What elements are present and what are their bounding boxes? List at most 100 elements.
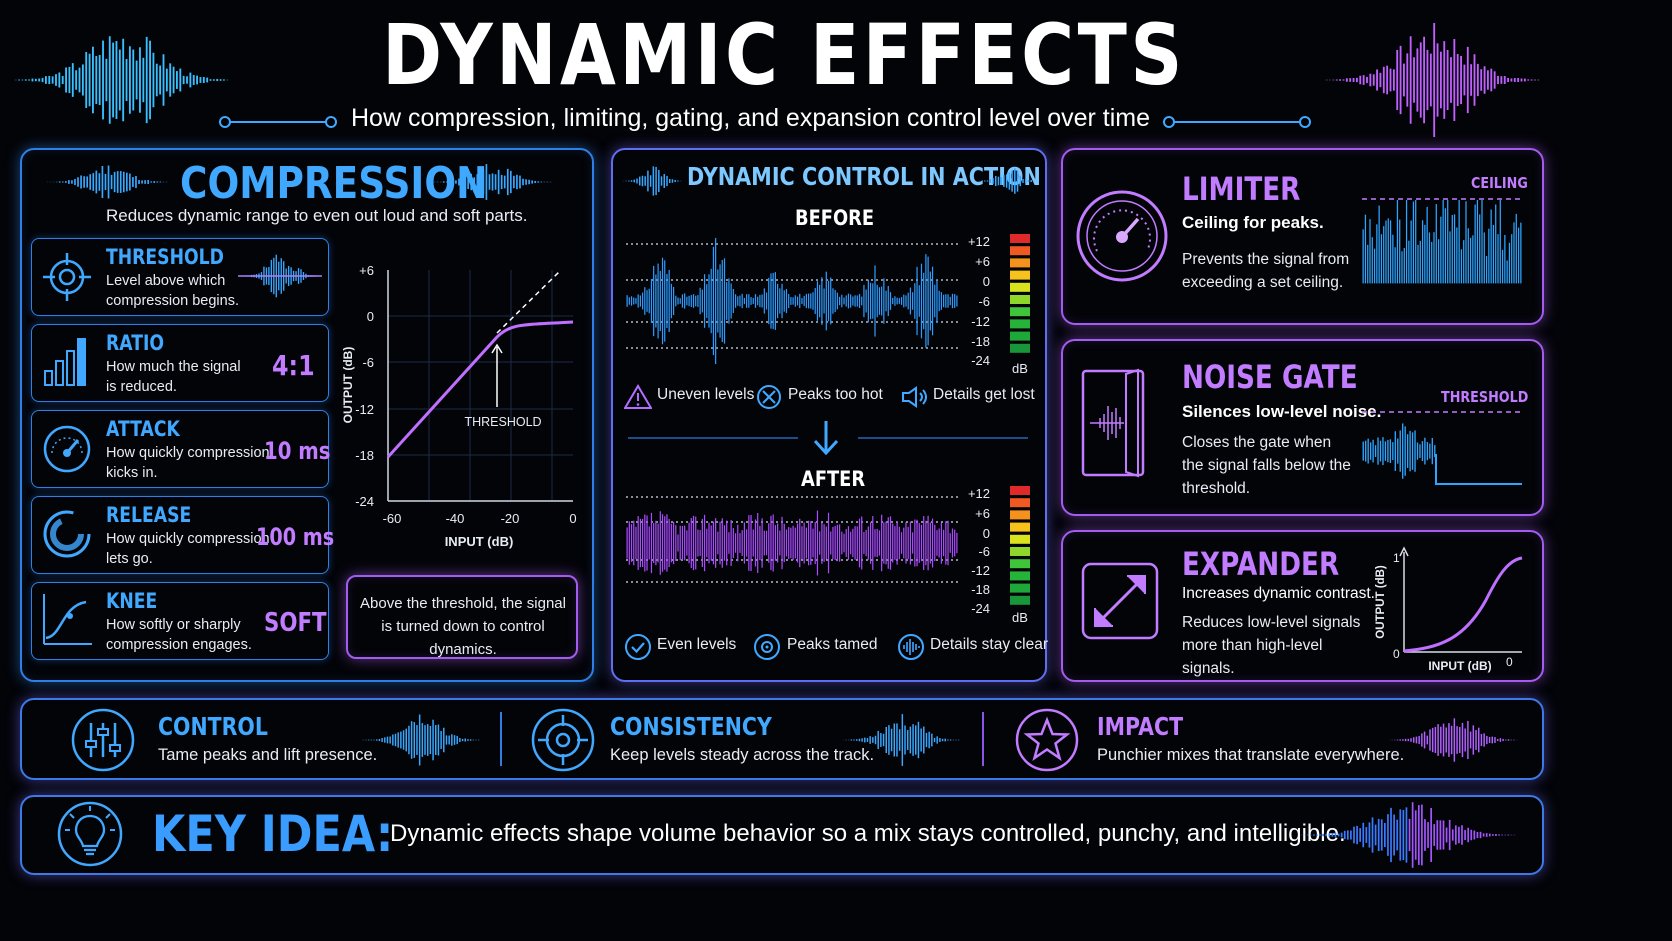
meter-segment <box>1010 510 1030 520</box>
benefit-desc-impact: Punchier mixes that translate everywhere… <box>1097 746 1405 764</box>
meter-segment <box>1010 595 1030 605</box>
meter-segment <box>1010 282 1030 292</box>
meter-unit: dB <box>1012 361 1028 376</box>
meter-segment <box>1010 547 1030 556</box>
key-idea-text: Dynamic effects shape volume behavior so… <box>390 820 1346 847</box>
gate-icon <box>1081 368 1145 478</box>
meter-segment <box>1010 534 1030 544</box>
compression-description: Reduces dynamic range to even out loud a… <box>106 206 528 225</box>
meter-tick: -18 <box>971 582 990 597</box>
compression-note-box <box>346 575 578 659</box>
param-card-knee <box>31 582 329 660</box>
benefit-divider <box>500 712 502 766</box>
benefit-divider <box>982 712 984 766</box>
gate-desc: Closes the gate when the signal falls be… <box>1182 434 1351 497</box>
expander-x-right: 0 <box>1506 655 1513 669</box>
meter-segment <box>1010 270 1030 280</box>
meter-tick: +12 <box>968 486 990 501</box>
before-label: BEFORE <box>795 206 875 230</box>
limiter-subtitle: Ceiling for peaks. <box>1182 213 1324 232</box>
meter-tick: -24 <box>971 601 990 616</box>
compression-note: Above the threshold, the signal is turne… <box>360 595 566 658</box>
graph-xlabel: INPUT (dB) <box>445 534 514 549</box>
header-wave-left <box>14 36 229 124</box>
gate-graph <box>1362 411 1522 485</box>
meter-segment <box>1010 498 1030 508</box>
after-waveform <box>626 496 958 583</box>
subtitle-rule-left <box>219 116 337 128</box>
before-waveform <box>626 237 958 365</box>
expand-arrows-icon <box>1081 562 1159 640</box>
param-card-ratio <box>31 324 329 402</box>
tick-x-2: -20 <box>501 511 520 526</box>
meter-segment <box>1010 522 1030 532</box>
compression-wave-right <box>430 164 552 200</box>
param-desc-knee-2: compression engages. <box>106 637 252 653</box>
tick-y-0: +6 <box>359 263 374 278</box>
expander-ylabel: OUTPUT (dB) <box>1375 565 1387 639</box>
down-arrow-icon <box>628 421 1028 456</box>
warning-icon <box>624 384 652 409</box>
sliders-icon <box>71 708 135 772</box>
speedometer-icon <box>1076 190 1168 282</box>
expander-subtitle: Increases dynamic contrast. <box>1182 585 1375 602</box>
param-desc-ratio-1: How much the signal <box>106 359 241 375</box>
limiter-title: LIMITER <box>1182 170 1301 208</box>
compression-graph: +6 0 -6 -12 -18 -24 -60 -40 -20 0 INPUT … <box>341 263 577 549</box>
param-value-attack: 10 ms <box>264 437 331 465</box>
action-wave-left <box>622 166 682 196</box>
benefit-title-consistency: CONSISTENCY <box>610 712 772 741</box>
param-name-knee: KNEE <box>106 589 158 613</box>
graph-ylabel: OUTPUT (dB) <box>341 347 355 424</box>
curve-icon <box>43 594 92 645</box>
param-value-knee: SOFT <box>264 608 327 638</box>
compression-title: COMPRESSION <box>180 158 488 209</box>
action-panel <box>611 148 1047 682</box>
bars-icon <box>44 338 86 386</box>
check-circle-icon <box>625 634 651 660</box>
meter-segment <box>1010 331 1030 341</box>
transfer-curve <box>386 320 574 459</box>
param-desc-knee-1: How softly or sharply <box>106 617 241 633</box>
target-icon <box>531 708 595 772</box>
param-card-release <box>31 496 329 574</box>
meter-segment <box>1010 486 1030 495</box>
before-item-1: Peaks too hot <box>788 386 883 403</box>
after-item-2: Details stay clear <box>930 636 1049 653</box>
compression-wave-left <box>46 165 168 199</box>
param-desc-threshold-2: compression begins. <box>106 293 239 309</box>
expander-desc: Reduces low-level signals more than high… <box>1182 614 1361 677</box>
benefit-desc-control: Tame peaks and lift presence. <box>158 746 378 764</box>
param-desc-threshold-1: Level above which <box>106 273 226 289</box>
benefit-wave-consistency <box>842 714 960 766</box>
param-desc-attack-2: kicks in. <box>106 465 158 481</box>
after-item-1: Peaks tamed <box>787 636 878 653</box>
meter-segment <box>1010 307 1030 317</box>
unity-line <box>496 269 562 334</box>
benefit-title-impact: IMPACT <box>1097 712 1184 741</box>
key-idea-panel <box>20 795 1544 875</box>
tick-x-1: -40 <box>446 511 465 526</box>
meter-segment <box>1010 295 1030 304</box>
expander-graph: 1 0 0 INPUT (dB) OUTPUT (dB) <box>1375 546 1523 673</box>
param-name-threshold: THRESHOLD <box>106 245 224 269</box>
meter-tick: -6 <box>978 294 990 309</box>
ring-icon <box>43 510 91 558</box>
tick-x-3: 0 <box>569 511 576 526</box>
speaker-icon <box>902 386 927 408</box>
expander-xlabel: INPUT (dB) <box>1428 659 1491 673</box>
param-desc-ratio-2: is reduced. <box>106 379 177 395</box>
action-wave-right <box>978 168 1038 194</box>
crosshair-icon <box>43 253 91 301</box>
compression-panel <box>20 148 594 682</box>
tick-y-5: -24 <box>355 494 374 509</box>
benefit-wave-impact <box>1388 718 1518 762</box>
before-item-2: Details get lost <box>933 386 1035 403</box>
cross-circle-icon <box>757 385 781 409</box>
expander-title: EXPANDER <box>1182 545 1340 583</box>
param-value-release: 100 ms <box>256 523 335 551</box>
expander-panel <box>1061 530 1544 682</box>
meter-tick: +6 <box>975 254 990 269</box>
meter-segment <box>1010 559 1030 569</box>
limiter-graph-label: CEILING <box>1471 174 1528 192</box>
